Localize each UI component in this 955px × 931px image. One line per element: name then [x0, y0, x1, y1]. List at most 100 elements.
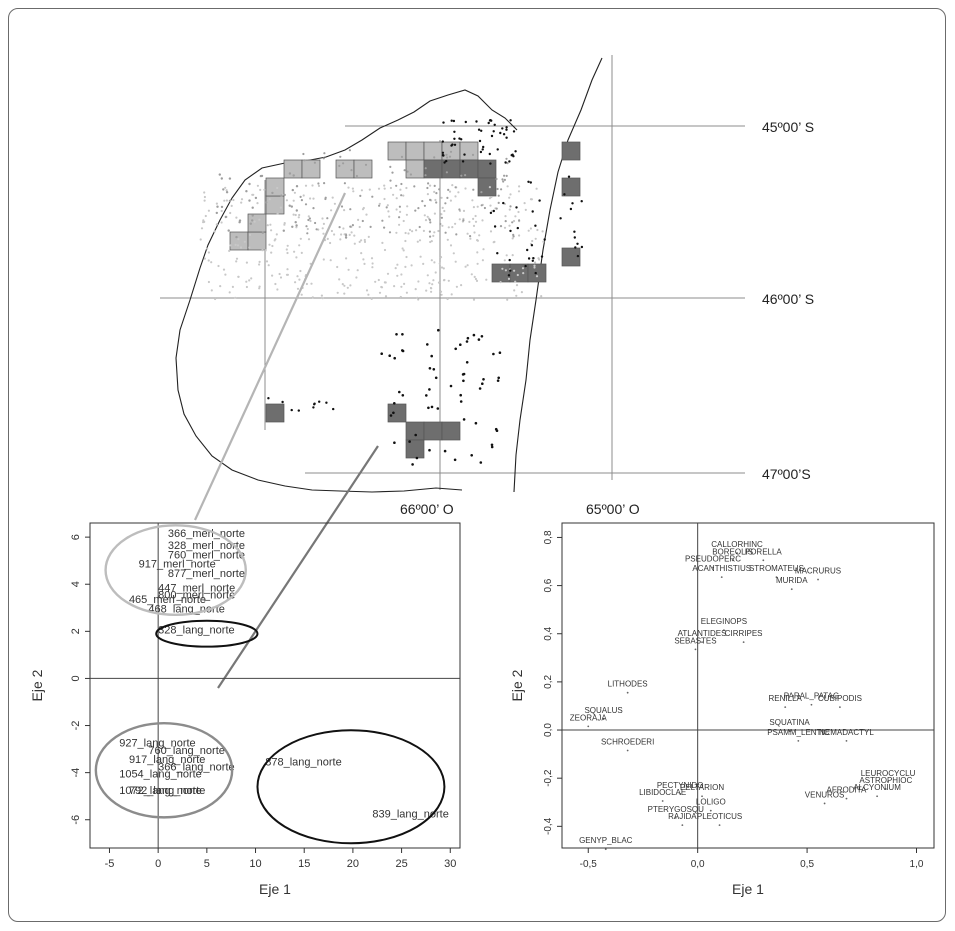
point-mark [602, 718, 605, 721]
survey-point [495, 177, 498, 181]
survey-point [348, 233, 351, 236]
survey-point [446, 196, 449, 199]
point-mark [681, 824, 684, 827]
survey-point [540, 255, 544, 258]
survey-point [229, 244, 232, 247]
survey-point [462, 219, 465, 222]
survey-point [234, 243, 237, 246]
survey-point [496, 148, 499, 151]
survey-point [222, 268, 226, 271]
survey-point [490, 210, 493, 213]
survey-point [465, 340, 469, 343]
survey-point [414, 209, 417, 212]
survey-point [387, 210, 390, 213]
point-label: SQUATINA [769, 718, 810, 727]
survey-point [403, 169, 406, 172]
survey-point [403, 282, 406, 285]
survey-point [405, 186, 408, 190]
y-tick-label: 0,2 [543, 675, 554, 689]
survey-point [440, 293, 443, 296]
survey-point [389, 414, 393, 417]
survey-point [296, 275, 299, 278]
survey-point [492, 209, 495, 213]
survey-point [411, 230, 414, 233]
point-mark [720, 576, 723, 579]
point-label: PSEUDOPERC [685, 555, 741, 564]
survey-point [498, 351, 502, 355]
survey-point [224, 186, 227, 189]
point-label: CUBIPODIS [818, 694, 862, 703]
survey-point [480, 129, 483, 132]
survey-point [401, 247, 404, 250]
map-cell [265, 177, 285, 197]
point-label: 465_merl_norte [129, 594, 206, 606]
survey-point [295, 224, 298, 227]
point-label: STROMATEUS [749, 564, 804, 573]
survey-point [445, 153, 448, 156]
survey-point [340, 205, 344, 208]
survey-point [406, 170, 409, 173]
map-cell [405, 439, 425, 459]
survey-point [447, 226, 450, 229]
survey-point [359, 194, 362, 197]
survey-point [426, 343, 429, 346]
survey-point [537, 257, 540, 260]
survey-point [207, 259, 210, 262]
point-label: LEUROCYCLU [861, 769, 916, 778]
survey-point [271, 191, 274, 195]
survey-point [363, 240, 367, 243]
survey-point [480, 191, 483, 194]
survey-point [381, 219, 384, 222]
point-label: 468_lang_norte [148, 603, 224, 615]
survey-point [527, 229, 530, 232]
survey-point [409, 173, 412, 176]
y-tick-label: 0,8 [543, 530, 554, 544]
survey-point [535, 187, 538, 190]
survey-point [444, 231, 447, 234]
survey-point [489, 230, 493, 233]
survey-point [443, 449, 447, 453]
survey-point [449, 384, 453, 388]
survey-point [322, 222, 325, 225]
point-label: RAJIDA [668, 812, 697, 821]
survey-point [434, 271, 437, 274]
survey-point [476, 251, 479, 254]
cluster-ellipse [155, 619, 259, 648]
survey-point [325, 401, 328, 404]
survey-point [501, 127, 504, 130]
survey-point [399, 188, 402, 191]
survey-point [440, 216, 443, 219]
survey-point [317, 182, 320, 185]
survey-point [496, 379, 500, 383]
point-label: 366_merl_norte [168, 528, 245, 540]
survey-point [280, 194, 283, 197]
survey-point [338, 278, 341, 281]
point-label: MURIDA [776, 576, 808, 585]
point-mark [709, 809, 712, 812]
survey-point [490, 119, 493, 122]
survey-point [417, 207, 420, 210]
survey-point [434, 198, 437, 202]
survey-point [338, 164, 341, 167]
survey-point [477, 128, 481, 131]
survey-point [580, 200, 583, 203]
point-label: PLEOTICUS [697, 812, 742, 821]
survey-point [450, 119, 453, 122]
survey-point [451, 226, 454, 229]
survey-point [488, 152, 491, 156]
survey-point [285, 199, 288, 202]
survey-point [399, 210, 402, 213]
survey-point [282, 229, 285, 232]
survey-point [388, 231, 392, 234]
survey-point [404, 239, 407, 243]
survey-point [435, 192, 438, 195]
survey-point [355, 174, 358, 178]
survey-point [303, 159, 306, 162]
survey-point [458, 208, 461, 211]
point-label: 917_lang_norte [129, 754, 205, 766]
map-cell [387, 403, 407, 423]
survey-point [490, 443, 494, 447]
survey-point [523, 202, 526, 205]
survey-point [515, 206, 518, 209]
survey-point [469, 235, 472, 238]
